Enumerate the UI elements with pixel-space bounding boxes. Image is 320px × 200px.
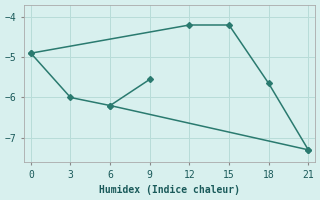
X-axis label: Humidex (Indice chaleur): Humidex (Indice chaleur) bbox=[99, 185, 240, 195]
